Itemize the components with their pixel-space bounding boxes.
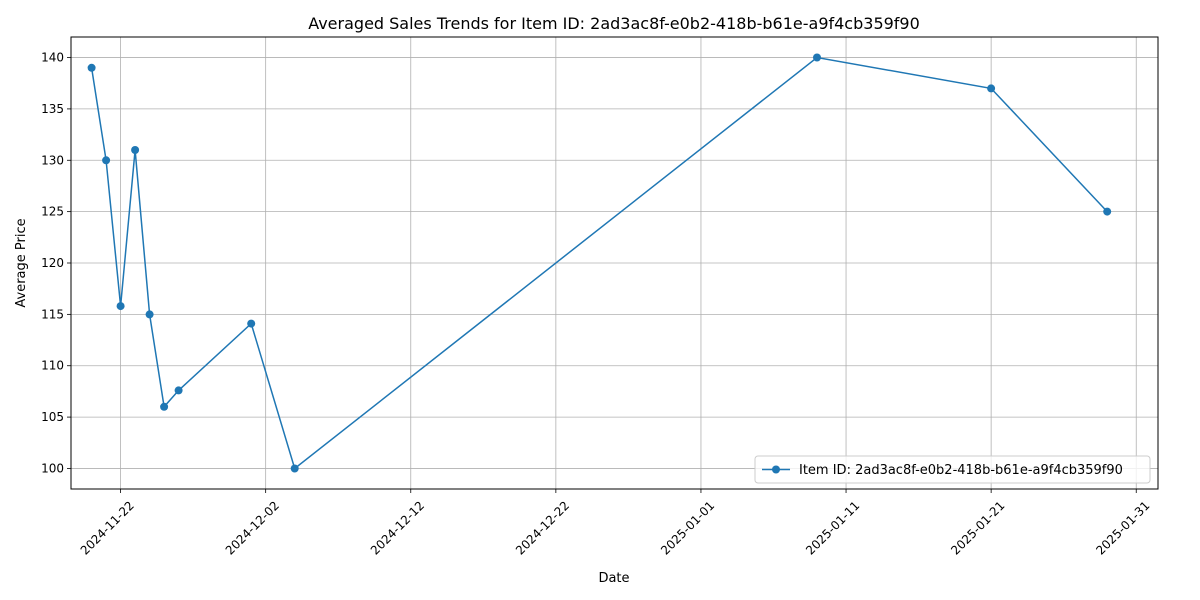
y-tick-label: 105: [41, 410, 64, 424]
series-layer: [87, 53, 1112, 473]
y-tick-label: 100: [41, 461, 64, 475]
y-tick-label: 110: [41, 359, 64, 373]
data-point: [290, 464, 299, 473]
data-point: [174, 386, 183, 395]
y-axis: 100 105 110 115 120 125 130 135 140: [41, 51, 71, 475]
data-point: [116, 302, 125, 311]
data-point: [247, 319, 256, 328]
y-tick-label: 120: [41, 256, 64, 270]
data-point: [102, 156, 111, 165]
data-point: [987, 84, 996, 93]
series-line: [90, 56, 1108, 470]
y-tick-label: 130: [41, 153, 64, 167]
x-axis-label: Date: [598, 571, 629, 586]
data-point: [131, 146, 140, 154]
data-point: [1103, 207, 1112, 216]
legend-series-marker: [772, 465, 780, 474]
y-tick-label: 140: [41, 51, 64, 65]
y-tick-label: 115: [41, 307, 64, 321]
legend: Item ID: 2ad3ac8f-e0b2-418b-b61e-a9f4cb3…: [754, 455, 1151, 484]
data-point: [813, 53, 821, 62]
y-tick-label: 135: [41, 102, 64, 116]
chart-title: Averaged Sales Trends for Item ID: 2ad3a…: [308, 14, 920, 33]
legend-box: [754, 455, 1151, 484]
y-tick-label: 125: [41, 205, 64, 219]
data-point: [160, 402, 169, 411]
data-point: [87, 63, 96, 72]
legend-series-label: Item ID: 2ad3ac8f-e0b2-418b-b61e-a9f4cb3…: [799, 463, 1123, 478]
y-axis-label: Average Price: [14, 218, 29, 307]
data-point: [145, 310, 154, 319]
